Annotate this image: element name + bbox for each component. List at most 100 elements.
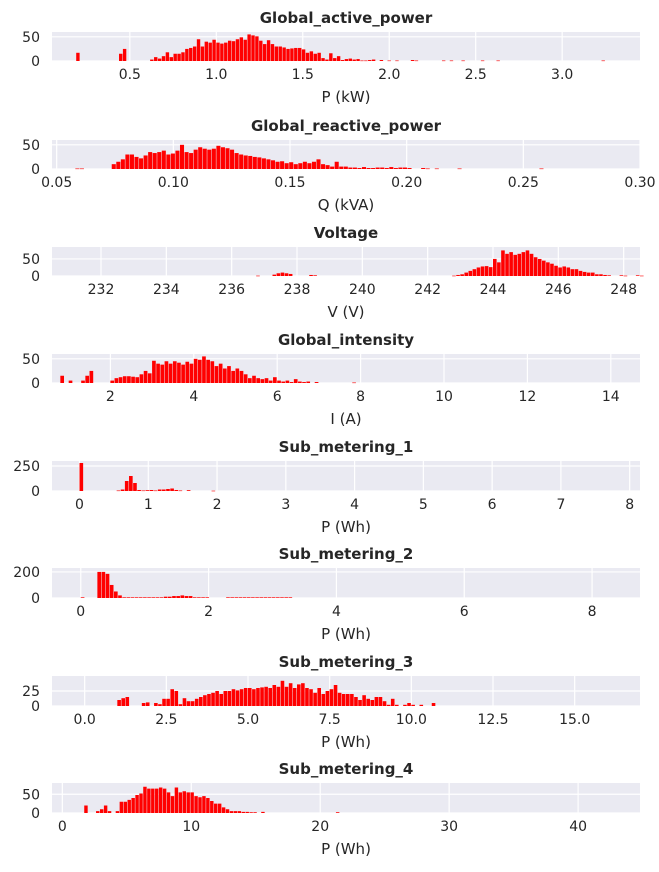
- histogram-bar: [379, 60, 384, 61]
- x-tick-label: 1: [144, 497, 153, 513]
- histogram-bar: [302, 382, 306, 383]
- histogram-bar: [298, 47, 302, 61]
- histogram-bar: [141, 703, 146, 706]
- histogram-bar: [84, 805, 88, 813]
- histogram-bar: [202, 356, 206, 383]
- x-axis-label: P (Wh): [321, 625, 371, 643]
- histogram-bar: [414, 60, 419, 62]
- histogram-bar: [341, 694, 346, 706]
- histogram-bar: [147, 788, 151, 813]
- histogram-bar: [360, 60, 364, 62]
- histogram-bar: [407, 703, 411, 706]
- histogram-bar: [119, 801, 124, 813]
- x-tick-label: 0.15: [274, 175, 305, 191]
- histogram-bar: [282, 47, 286, 61]
- histogram-bar: [260, 687, 264, 706]
- chart-title: Global_active_power: [260, 9, 433, 27]
- histogram-bar: [188, 596, 193, 598]
- histogram-bar: [179, 144, 185, 169]
- histogram-bar: [116, 490, 121, 492]
- x-tick-label: 240: [349, 282, 376, 298]
- histogram-bar: [227, 40, 232, 61]
- histogram-bar: [156, 363, 160, 383]
- histogram-bar: [301, 683, 305, 706]
- x-tick-label: 0.5: [119, 67, 141, 83]
- histogram-bar: [138, 597, 143, 598]
- histogram-bar: [288, 273, 293, 276]
- histogram-bar: [517, 253, 522, 276]
- histogram-bar: [225, 148, 230, 169]
- histogram-bar: [170, 796, 175, 813]
- histogram-bar: [139, 374, 144, 383]
- histogram-bar: [210, 361, 215, 383]
- x-tick-label: 30: [440, 819, 458, 835]
- histogram-bar: [170, 689, 174, 706]
- histogram-bar: [134, 156, 139, 169]
- y-tick-label: 0: [31, 699, 40, 715]
- chart-panel-8: 0 10 20 30 40 0 50 Sub_metering_4 P (Wh): [22, 760, 640, 858]
- histogram-bar: [143, 370, 148, 383]
- x-tick-label: 238: [284, 282, 311, 298]
- histogram-bar: [207, 694, 211, 706]
- histogram-bar: [257, 157, 262, 169]
- histogram-bar: [456, 274, 460, 276]
- histogram-bar: [113, 591, 118, 598]
- histogram-bar: [294, 47, 298, 61]
- histogram-bar: [329, 53, 333, 61]
- histogram-bar: [554, 265, 558, 276]
- histogram-bar: [161, 150, 166, 169]
- histogram-bar: [297, 684, 301, 706]
- histogram-bar: [110, 380, 115, 383]
- histogram-bar: [601, 60, 605, 62]
- x-tick-label: 0.30: [624, 175, 655, 191]
- histogram-bar: [591, 272, 595, 276]
- x-tick-label: 8: [356, 389, 365, 405]
- histogram-bar: [202, 796, 206, 813]
- chart-title: Sub_metering_4: [279, 760, 414, 778]
- y-tick-label: 0: [31, 591, 40, 607]
- y-tick-label: 0: [31, 162, 40, 178]
- histogram-bar: [172, 596, 176, 598]
- histogram-bar: [197, 597, 201, 598]
- histogram-bar: [472, 269, 477, 276]
- histogram-bar: [340, 60, 345, 61]
- histogram-bar: [267, 597, 272, 598]
- x-tick-label: 0: [75, 497, 84, 513]
- histogram-bar: [168, 363, 173, 383]
- histogram-bar: [488, 267, 493, 276]
- histogram-bar: [221, 807, 226, 813]
- histogram-bar: [208, 42, 212, 61]
- histogram-bar: [252, 689, 256, 706]
- histogram-bar: [431, 703, 436, 706]
- chart-panel-3: 232 234 236 238 240 242 244 246 248 050 Voltage V (…: [22, 224, 644, 321]
- histogram-bar: [368, 60, 372, 61]
- histogram-bar: [374, 697, 379, 706]
- histogram-bar: [216, 42, 220, 61]
- chart-panel-6: 0 2 4 6 8 0 200 Sub_metering_2 P (Wh): [13, 545, 640, 643]
- histogram-bar: [196, 39, 201, 61]
- histogram-bar: [314, 382, 319, 383]
- histogram-bar: [230, 597, 234, 598]
- histogram-bar: [352, 59, 356, 61]
- x-tick-label: 5: [419, 497, 428, 513]
- histogram-bar: [361, 167, 367, 169]
- histogram-bar: [109, 584, 114, 598]
- histogram-bar: [170, 488, 174, 491]
- histogram-bar: [127, 799, 131, 813]
- histogram-bar: [114, 378, 119, 383]
- histogram-bar: [284, 273, 289, 276]
- histogram-bar: [157, 152, 162, 169]
- histogram-bar: [166, 792, 171, 813]
- histogram-bar: [449, 60, 454, 62]
- histogram-bar: [521, 252, 526, 276]
- histogram-bar: [293, 164, 298, 169]
- histogram-bar: [192, 46, 197, 61]
- histogram-bar: [321, 164, 326, 169]
- histogram-bar: [207, 149, 212, 169]
- histogram-bar: [252, 375, 256, 383]
- histogram-bar: [231, 41, 236, 61]
- histogram-bar: [272, 685, 277, 706]
- histogram-bar: [214, 803, 218, 813]
- x-tick-label: 0.05: [41, 175, 72, 191]
- histogram-bar: [246, 597, 251, 598]
